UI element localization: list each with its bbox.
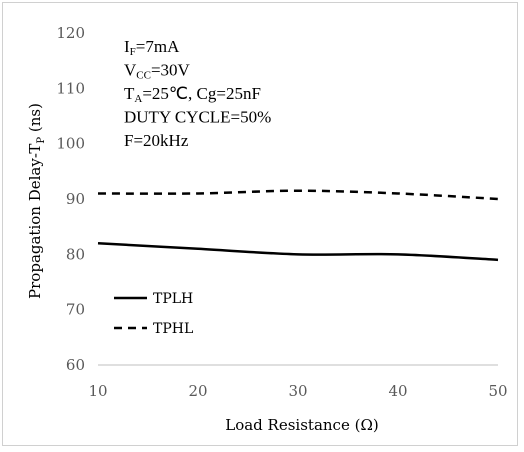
y-axis-title-sub: P: [36, 137, 47, 144]
x-tick-label: 20: [188, 382, 207, 400]
series-lines: [97, 189, 499, 262]
y-axis-title-unit: (ns): [26, 103, 44, 137]
y-tick-label: 90: [66, 190, 85, 208]
y-axis-title-main: Propagation Delay-T: [26, 144, 44, 299]
condition-line: VCC=30V: [124, 61, 191, 82]
x-tick-label: 50: [488, 382, 507, 400]
y-tick-label: 120: [56, 24, 85, 42]
legend: TPLH TPHL: [114, 291, 193, 337]
series-line-tplh: [97, 242, 499, 262]
y-tick-labels: 60 70 80 90 100 110 120: [56, 24, 85, 374]
y-tick-label: 60: [66, 356, 85, 374]
x-tick-label: 30: [288, 382, 307, 400]
condition-line: TA=25℃, Cg=25nF: [124, 84, 261, 105]
condition-line: F=20kHz: [124, 131, 189, 150]
y-tick-label: 70: [66, 301, 85, 319]
legend-label-tplh: TPLH: [153, 291, 193, 307]
y-tick-label: 80: [66, 245, 85, 263]
condition-line: IF=7mA: [124, 37, 180, 58]
legend-label-tphl: TPHL: [153, 321, 193, 337]
series-line-tphl: [97, 189, 499, 201]
y-axis-title: Propagation Delay-TP (ns): [26, 103, 47, 299]
x-tick-labels: 10 20 30 40 50: [88, 382, 507, 400]
condition-line: DUTY CYCLE=50%: [124, 108, 271, 127]
x-tick-label: 40: [388, 382, 407, 400]
y-tick-label: 110: [56, 79, 85, 97]
x-axis-title: Load Resistance (Ω): [225, 416, 379, 434]
y-tick-label: 100: [56, 135, 85, 153]
x-tick-label: 10: [88, 382, 107, 400]
chart-frame: [2, 2, 518, 446]
